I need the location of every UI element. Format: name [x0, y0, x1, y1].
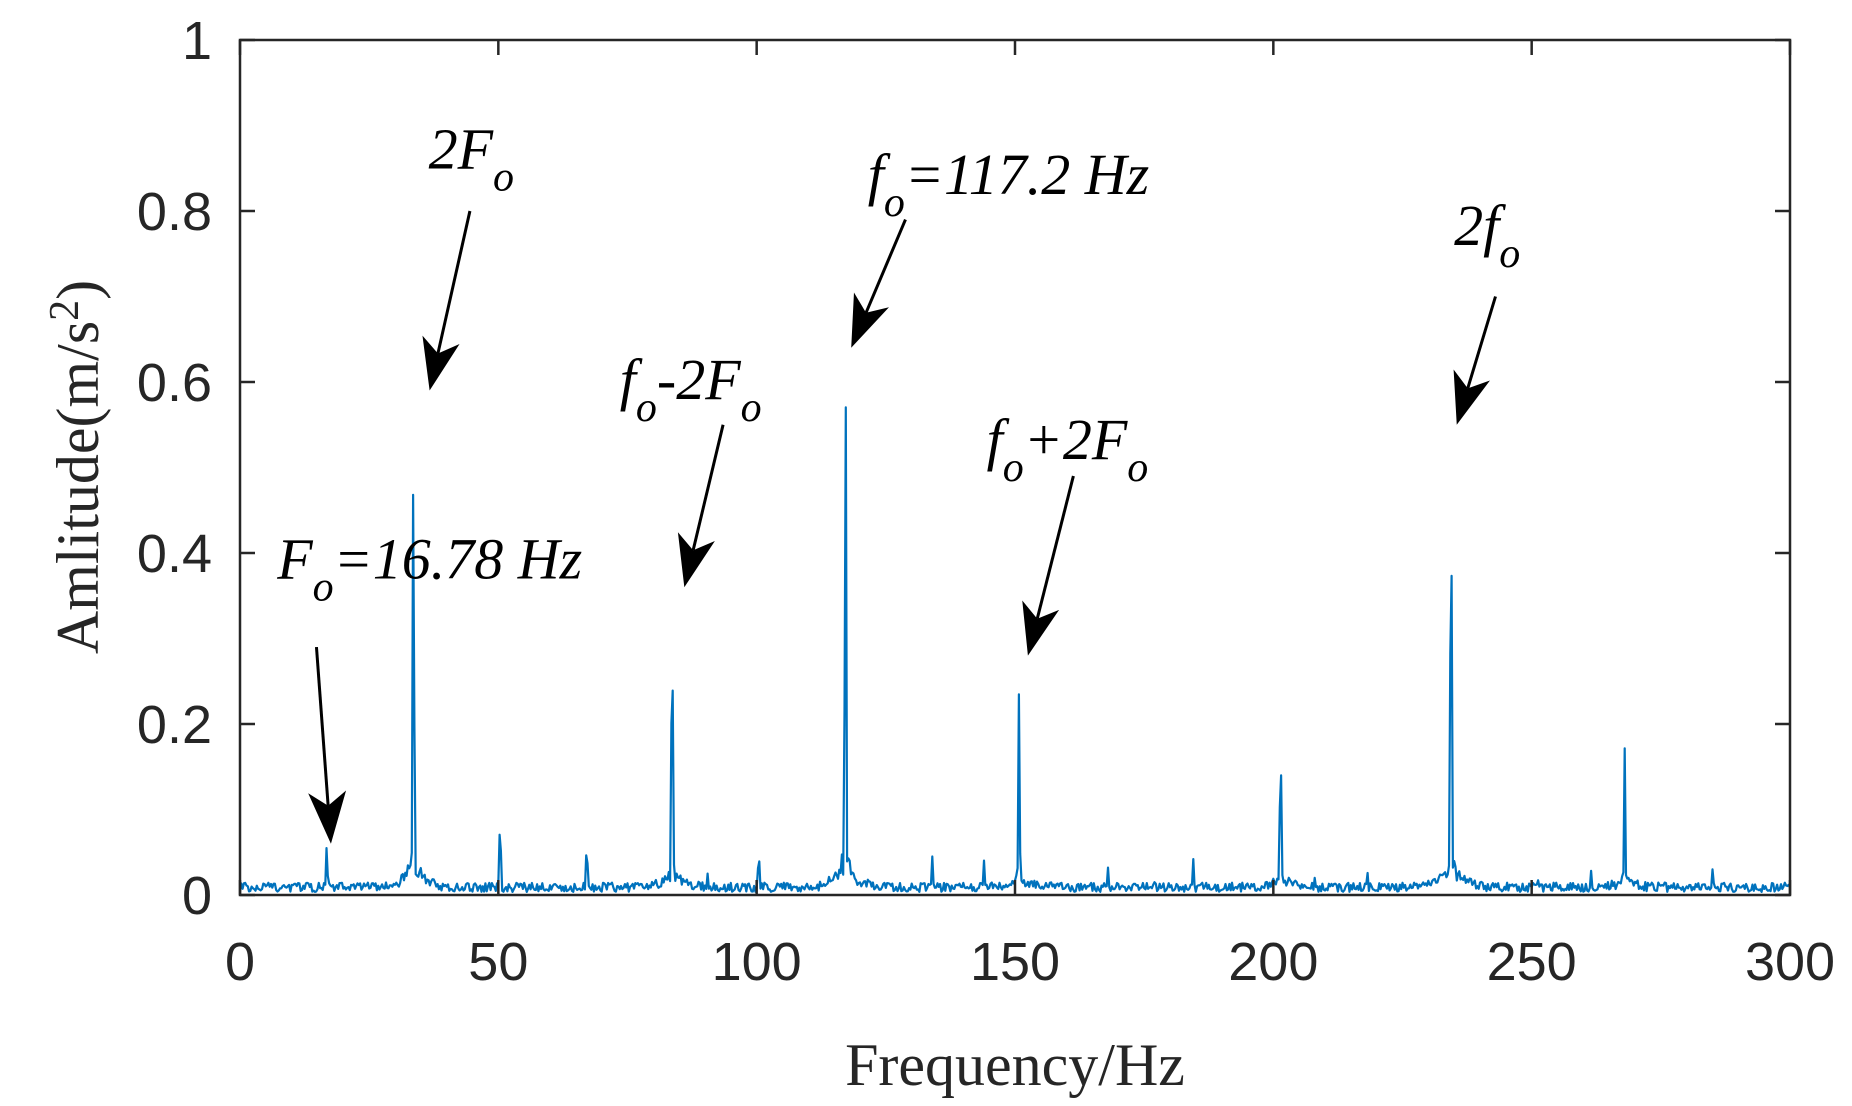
annotation-tail: +2F: [1024, 407, 1128, 472]
data-point-peak-16: [1365, 867, 1369, 871]
annotation-subscript: o: [313, 565, 334, 611]
annotation-fo-minus-2fo: fo-2Fo: [620, 347, 762, 588]
data-point-peak-6: [757, 846, 761, 850]
annotation-subscript-2: o: [741, 385, 762, 431]
data-point-peak-2: [498, 812, 502, 816]
y-tick-label: 1: [182, 11, 212, 71]
annotation-fo-minus-2fo-label: fo-2Fo: [620, 347, 762, 431]
x-tick-label: 200: [1228, 932, 1318, 992]
annotation-2fo-low-label: 2Fo: [429, 116, 514, 200]
annotation-arrow-shaft: [1035, 475, 1075, 620]
y-axis-title-superscript: 2: [42, 300, 88, 321]
annotation-arrow-head: [677, 532, 715, 588]
annotation-fundamental-low-label: Fo=16.78 Hz: [276, 527, 582, 611]
y-tick-label: 0.6: [137, 353, 212, 413]
annotation-subscript: o: [884, 180, 905, 226]
annotation-2fo-high-label: 2fo: [1454, 193, 1520, 277]
annotation-fo-plus-2fo: fo+2Fo: [987, 407, 1149, 656]
annotation-arrow-head: [851, 292, 889, 348]
x-tick-label: 50: [468, 932, 528, 992]
data-point-peak-4: [670, 581, 674, 585]
annotation-symbol: F: [457, 116, 494, 181]
annotation-arrow-shaft: [436, 210, 472, 354]
y-tick-label: 0.4: [137, 524, 212, 584]
annotation-arrow-shaft: [691, 424, 725, 551]
annotation-fundamental-low: Fo=16.78 Hz: [276, 527, 582, 844]
data-point-peak-17: [1449, 436, 1453, 440]
data-point-peak-1: [411, 427, 415, 431]
data-point-peak-14: [1279, 722, 1283, 726]
x-tick-label: 100: [712, 932, 802, 992]
x-tick-label: 0: [225, 932, 255, 992]
annotation-subscript: o: [493, 154, 514, 200]
data-point-peak-3: [585, 837, 589, 841]
annotation-tail: -2F: [657, 347, 741, 412]
annotation-subscript: o: [636, 385, 657, 431]
annotation-arrow-head: [1453, 369, 1490, 425]
annotation-arrow-head: [308, 790, 347, 844]
annotation-symbol: F: [276, 527, 313, 592]
x-tick-label: 300: [1745, 932, 1835, 992]
y-axis: 0 0.2 0.4 0.6 0.8 1: [137, 11, 1790, 926]
y-axis-title: Amlitude(m/s2): [42, 280, 111, 654]
annotation-fo-plus-2fo-label: fo+2Fo: [987, 407, 1149, 491]
x-axis: 0 50 100 150 200 250 300: [225, 40, 1835, 992]
annotation-2fo-high: 2fo: [1453, 193, 1520, 425]
annotation-subscript-2: o: [1127, 445, 1148, 491]
x-axis-title: Frequency/Hz: [845, 1032, 1185, 1098]
annotation-prefix: 2: [429, 116, 458, 181]
annotation-2fo-low: 2Fo: [422, 116, 514, 391]
annotation-subscript: o: [1499, 231, 1520, 277]
annotation-fo: fo=117.2 Hz: [851, 142, 1149, 348]
annotation-arrow-shaft: [1466, 296, 1497, 389]
y-axis-title-close: ): [45, 280, 111, 300]
x-tick-label: 150: [970, 932, 1060, 992]
annotation-arrow-head: [422, 335, 460, 391]
annotation-tail: =16.78 Hz: [334, 527, 583, 592]
y-axis-title-main: Amlitude(m/s: [45, 321, 111, 654]
y-tick-label: 0.8: [137, 182, 212, 242]
annotation-arrow-head: [1022, 600, 1060, 656]
data-point-peak-0: [325, 842, 329, 846]
annotation-subscript: o: [1003, 445, 1024, 491]
annotation-arrow-shaft: [314, 646, 330, 806]
y-tick-label: 0: [182, 866, 212, 926]
spectrum-line-group: [240, 350, 1790, 894]
annotation-prefix: 2: [1454, 193, 1483, 258]
y-tick-label: 0.2: [137, 695, 212, 755]
annotation-fo-label: fo=117.2 Hz: [868, 142, 1149, 226]
annotation-tail: =117.2 Hz: [905, 142, 1149, 207]
x-tick-label: 250: [1487, 932, 1577, 992]
annotation-arrow-shaft: [864, 218, 907, 314]
data-point-peak-7: [844, 350, 848, 354]
